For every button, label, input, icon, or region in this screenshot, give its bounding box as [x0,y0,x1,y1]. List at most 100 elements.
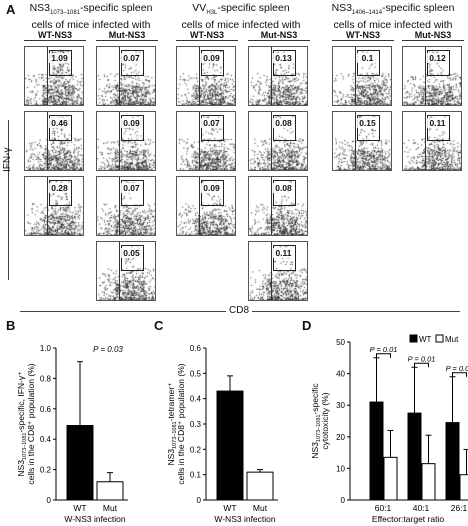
significance-bracket [452,372,467,377]
quadrant-line [271,177,272,235]
x-tick-label: 26:1 [451,503,468,513]
p-value-annotation: P = 0.03 [93,345,123,354]
bar-wt [445,422,460,501]
gate-percentage: 0.46 [49,118,70,128]
flow-plot: 0.09 [96,111,156,171]
gate-percentage: 1.09 [49,53,70,63]
gate-percentage: 0.09 [201,53,222,63]
gate-percentage: 0.28 [49,183,70,193]
y-axis-label: NS31073–1081-specific [310,383,322,459]
bar-mut [421,463,436,501]
flow-plot: 0.07 [96,176,156,236]
gate-box [273,180,296,206]
quadrant-line [271,47,272,105]
flow-plot: 0.11 [402,111,462,171]
panel-a-ylabel: IFN-γ [2,147,13,172]
flow-plot: 0.07 [96,46,156,106]
y-axis-label-line2: cells in the CD8⁺ population (%) [176,363,186,484]
y-tick-label: 10 [336,464,345,473]
panel-c-letter: C [154,318,164,333]
bar-mut [459,474,468,501]
gate-box [121,245,144,271]
gate-percentage: 0.09 [201,183,222,193]
panel-b-letter: B [6,318,16,333]
flow-plot: 0.08 [248,111,308,171]
x-tick-label: WT [73,503,86,513]
flow-plot: 0.11 [248,241,308,301]
panel-a-group-label: Mut-NS3 [96,30,158,41]
gate-box [201,180,224,206]
y-axis-label-line2: cells in the CD8⁺ population (%) [26,363,36,484]
bar-wt [216,390,244,501]
gate-percentage: 0.08 [273,118,294,128]
bar-wt [407,412,422,501]
gate-box [49,50,72,76]
panel-a-group-label: WT-NS3 [24,30,86,41]
gate-percentage: 0.11 [273,248,294,258]
quadrant-line [119,47,120,105]
quadrant-line [199,112,200,170]
x-axis-label: W-NS3 infection [64,514,126,524]
flow-plot: 0.09 [176,46,236,106]
gate-box [121,180,144,206]
p-value-annotation: P = 0.01 [408,354,436,363]
chart-b: 0 0.2 0.4 0.6 0.8 1.0 NS31073–1081-specific, I… [16,344,128,524]
y-tick-label: 40 [336,370,345,379]
flow-plot: 0.28 [24,176,84,236]
y-tick-label: 0 [47,496,52,505]
gate-box [201,50,224,76]
x-axis-label: Effector:target ratio [372,514,444,524]
panel-a-xlabel: CD8 [226,305,253,316]
bar-mut [96,481,124,501]
quadrant-line [355,112,356,170]
panel-a-header-2: VVH3L-specific spleen cells of mice infec… [181,2,301,32]
panel-a-group-label: Mut-NS3 [402,30,464,41]
y-tick-label: 0.4 [40,435,52,444]
flow-plot: 0.1 [332,46,392,106]
quadrant-line [119,177,120,235]
quadrant-line [425,47,426,105]
flow-plot: 1.09 [24,46,84,106]
gate-percentage: 0.05 [121,248,142,258]
quadrant-line [47,112,48,170]
gate-percentage: 0.08 [273,183,294,193]
gate-percentage: 0.15 [357,118,378,128]
flow-plot: 0.09 [176,176,236,236]
significance-bracket [414,362,429,368]
panel-a-letter: A [6,2,16,17]
gate-box [49,180,72,206]
gate-box [427,115,450,141]
flow-plot: 0.15 [332,111,392,171]
gate-percentage: 0.11 [427,118,448,128]
gate-box [357,50,380,76]
flow-plot: 0.12 [402,46,462,106]
x-tick-label: Mut [103,503,118,513]
chart-d: 0 10 20 30 40 50 NS31073–1081-specific cytotoxi… [310,334,468,524]
y-tick-label: 0.2 [190,445,202,454]
gate-box [273,50,296,76]
gate-percentage: 0.13 [273,53,294,63]
quadrant-line [271,112,272,170]
significance-bracket [376,353,391,358]
flow-plot: 0.05 [96,241,156,301]
bar-wt [369,401,384,501]
legend-label: WT [419,335,432,344]
y-tick-label: 0.4 [190,395,202,404]
quadrant-line [271,242,272,300]
quadrant-line [199,47,200,105]
bar-wt [66,425,94,501]
legend-swatch-wt [409,334,418,343]
y-tick-label: 0.2 [40,466,52,475]
quadrant-line [425,112,426,170]
panel-a-header-3: NS31406–1414-specific spleen cells of mic… [331,2,455,32]
x-tick-label: WT [223,503,236,513]
y-tick-label: 0 [197,496,202,505]
gate-box [273,115,296,141]
quadrant-line [199,177,200,235]
legend-label: Mut [445,335,459,344]
p-value-annotation: P = 0.01 [446,364,468,373]
y-tick-label: 0.1 [190,471,202,480]
panel-d-letter: D [302,318,312,333]
x-tick-label: Mut [253,503,268,513]
y-tick-label: 50 [336,338,345,347]
